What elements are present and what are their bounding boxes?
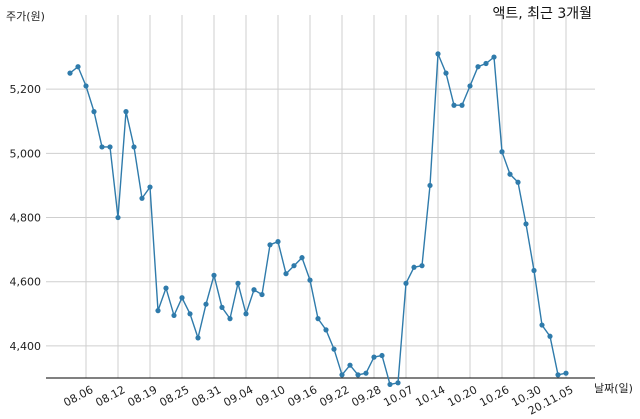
data-point <box>347 362 353 368</box>
y-axis-ticks: 4,400 4,600 4,800 5,000 5,200 <box>10 83 42 353</box>
data-point <box>203 301 209 307</box>
data-point <box>299 255 305 261</box>
data-point <box>211 272 217 278</box>
data-point <box>475 64 481 70</box>
x-tick-label: 09.10 <box>253 383 287 409</box>
data-point <box>403 280 409 286</box>
data-point <box>179 295 185 301</box>
x-tick-label: 09.04 <box>221 383 255 409</box>
data-point <box>435 51 441 57</box>
data-point <box>115 214 121 221</box>
data-point <box>163 285 169 291</box>
data-point <box>555 372 561 378</box>
data-point <box>539 322 545 328</box>
data-point <box>267 242 273 248</box>
data-point <box>187 311 193 317</box>
data-point <box>515 179 521 185</box>
x-axis-label: 날짜(일) <box>594 381 633 395</box>
data-point <box>443 70 449 76</box>
data-point <box>419 263 425 269</box>
x-tick-label: 08.06 <box>61 383 95 409</box>
data-point <box>355 372 361 378</box>
data-point <box>467 83 473 89</box>
data-point <box>99 144 105 150</box>
x-tick-label: 08.25 <box>157 383 191 409</box>
data-point <box>235 280 241 286</box>
data-point <box>531 267 537 274</box>
data-point <box>411 264 417 270</box>
data-point <box>339 372 345 378</box>
data-point <box>331 346 337 352</box>
data-point <box>155 308 161 314</box>
data-point <box>315 316 321 322</box>
y-tick-label: 4,800 <box>10 212 42 225</box>
data-point <box>563 370 569 376</box>
x-tick-label: 09.28 <box>349 383 383 409</box>
x-tick-label: 10.26 <box>477 383 511 409</box>
data-point <box>243 311 249 317</box>
y-tick-label: 5,000 <box>10 147 42 160</box>
data-point <box>219 304 225 310</box>
x-tick-label: 08.31 <box>189 383 223 409</box>
data-point <box>227 316 233 322</box>
chart-title: 액트, 최근 3개월 <box>492 6 592 22</box>
x-axis-ticks: 08.0608.1208.1908.2508.3109.0409.1009.16… <box>61 383 575 417</box>
data-point <box>379 352 385 359</box>
x-tick-label: 10.07 <box>381 383 415 409</box>
data-point <box>171 312 177 319</box>
data-point <box>91 109 97 115</box>
data-point <box>491 54 497 60</box>
data-point <box>283 271 289 277</box>
data-point <box>83 83 89 89</box>
data-point <box>75 64 81 70</box>
series-line <box>69 53 567 386</box>
data-point <box>547 333 553 339</box>
data-point <box>291 263 297 269</box>
data-point <box>195 335 201 341</box>
y-tick-label: 4,400 <box>10 340 42 353</box>
x-tick-label: 09.22 <box>317 383 351 409</box>
data-point <box>307 277 313 283</box>
series-group <box>67 51 569 388</box>
data-point <box>259 291 265 298</box>
data-point <box>131 144 137 150</box>
data-point <box>387 381 393 388</box>
data-point <box>139 195 145 201</box>
data-point <box>499 149 505 155</box>
data-point <box>107 144 113 150</box>
data-point <box>67 70 73 76</box>
data-point <box>323 327 329 333</box>
x-tick-label: 10.14 <box>413 383 447 409</box>
data-point <box>123 109 129 115</box>
data-point <box>451 102 457 108</box>
data-point <box>507 171 513 177</box>
data-point <box>459 102 465 108</box>
data-point <box>395 380 401 386</box>
data-point <box>427 182 433 189</box>
x-tick-label: 09.16 <box>285 383 319 409</box>
x-tick-label: 10.20 <box>445 383 479 409</box>
x-tick-label: 08.19 <box>125 383 159 409</box>
data-point <box>483 60 489 67</box>
y-tick-label: 4,600 <box>10 276 42 289</box>
data-point <box>523 221 529 227</box>
y-tick-label: 5,200 <box>10 83 42 96</box>
data-point <box>275 239 281 245</box>
data-point <box>363 370 369 376</box>
x-tick-label: 08.12 <box>93 383 127 409</box>
data-point <box>251 287 257 293</box>
y-axis-label: 주가(원) <box>6 10 45 23</box>
data-point <box>147 184 153 190</box>
grid-lines <box>46 15 595 378</box>
data-point <box>371 354 377 360</box>
